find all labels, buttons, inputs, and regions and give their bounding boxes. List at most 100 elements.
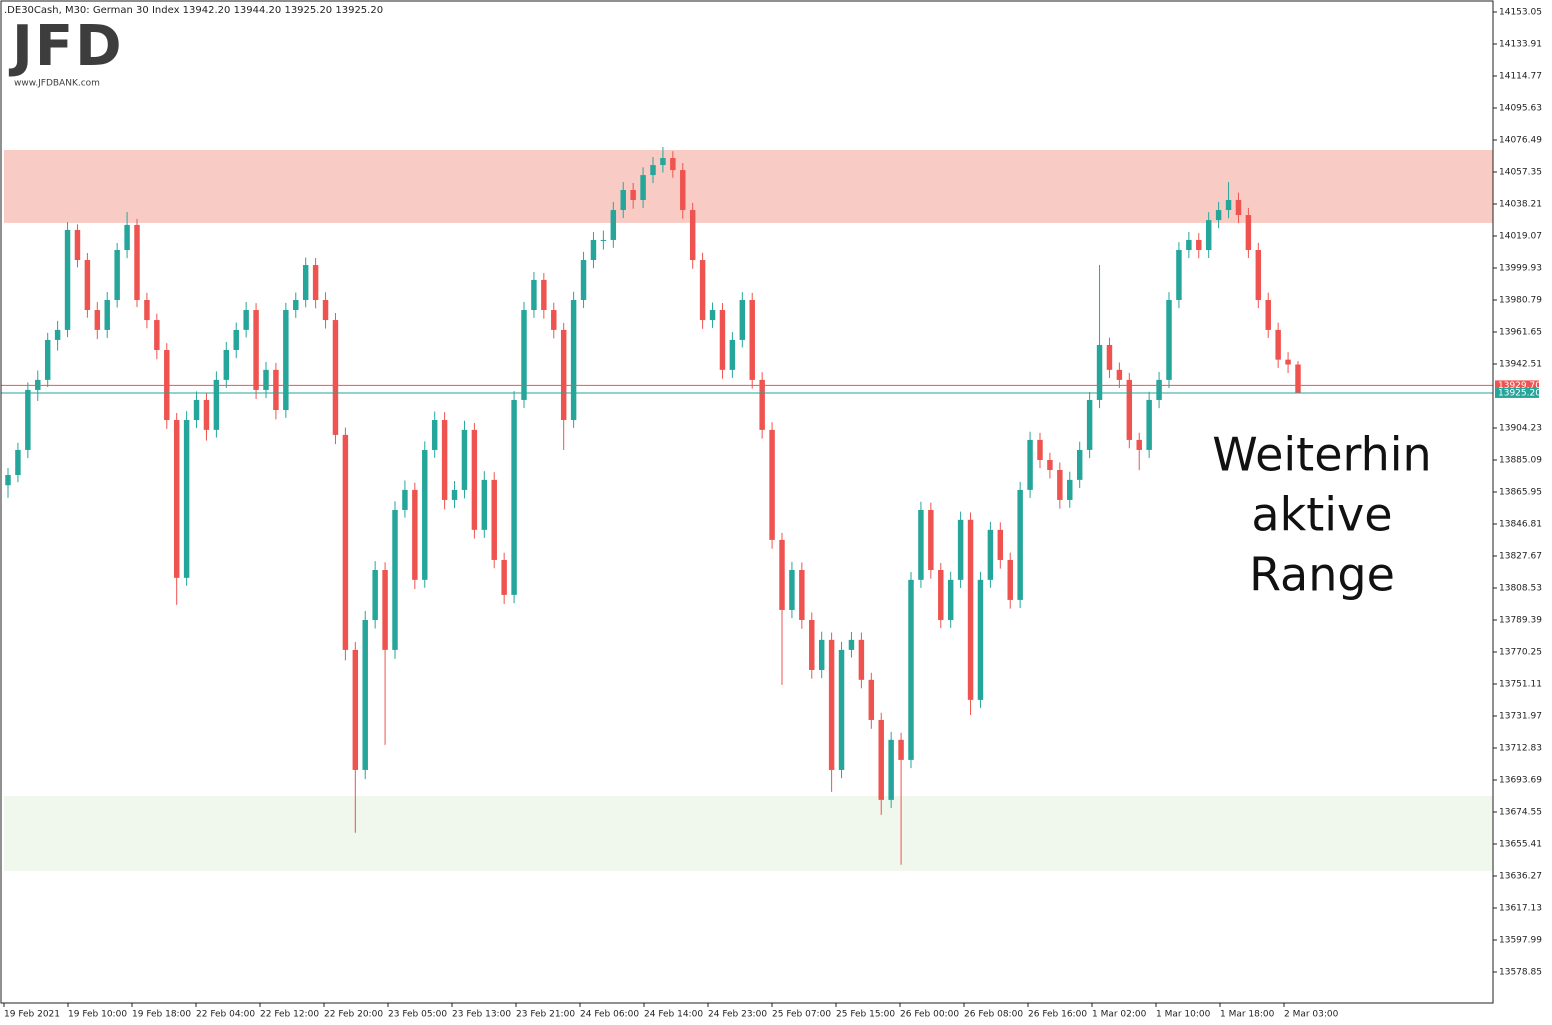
y-tick-label: 13578.85 [1499, 967, 1542, 977]
candle-body [670, 158, 676, 171]
x-tick-label: 23 Feb 05:00 [388, 1010, 447, 1020]
candle-body [332, 320, 339, 435]
candle-body [302, 265, 309, 300]
candle-body [1186, 239, 1192, 250]
x-tick-label: 1 Mar 02:00 [1092, 1010, 1147, 1020]
candle-body [1156, 379, 1162, 400]
zone [4, 150, 1493, 223]
candle-body [342, 434, 349, 650]
y-tick-label: 14095.63 [1499, 104, 1542, 114]
annotation: Range [1249, 548, 1395, 602]
candle-body [1176, 249, 1182, 300]
price-label: 13925.20 [1498, 388, 1541, 398]
y-tick-label: 14019.07 [1499, 232, 1542, 242]
annotation: aktive [1251, 488, 1392, 542]
candle-body [640, 175, 646, 201]
x-tick-label: 24 Feb 14:00 [644, 1010, 703, 1020]
axes: 14153.05 14133.91 14114.77 14095.63 14076.49… [3, 8, 1542, 1020]
candle-body [193, 399, 200, 421]
logo: JFD [8, 14, 124, 79]
candle-body [382, 569, 388, 650]
price-label-box [1495, 387, 1539, 398]
y-tick-label: 13636.27 [1499, 871, 1542, 881]
x-tick-label: 19 Feb 2021 [4, 1010, 60, 1020]
candle-body [709, 310, 716, 321]
y-tick-label: 13655.41 [1499, 839, 1542, 849]
candle-body [213, 379, 220, 430]
candle-body [541, 279, 547, 311]
candle-body [44, 339, 51, 380]
candle-body [203, 399, 210, 430]
candle-body [1275, 329, 1281, 360]
candle-body [461, 429, 468, 490]
y-tick-label: 13789.39 [1499, 615, 1542, 625]
x-tick-label: 19 Feb 18:00 [132, 1010, 191, 1020]
candle-body [273, 369, 279, 410]
candle-body [660, 158, 666, 166]
candle-body [888, 739, 894, 800]
candle-body [431, 420, 438, 450]
y-tick-label: 13731.97 [1499, 711, 1542, 721]
candle-body [1076, 449, 1083, 480]
y-tick-label: 14076.49 [1499, 136, 1542, 146]
x-tick-label: 22 Feb 04:00 [196, 1010, 255, 1020]
candle-body [471, 429, 478, 530]
y-tick-label: 14057.35 [1499, 168, 1542, 178]
y-tick-label: 13770.25 [1499, 647, 1542, 657]
y-tick-label: 14133.91 [1499, 40, 1542, 50]
candle-body [1037, 439, 1043, 460]
y-tick-label: 14153.05 [1499, 8, 1542, 18]
logo-url: www.JFDBANK.com [14, 79, 100, 89]
candle-body [412, 489, 418, 580]
candle-body [809, 619, 815, 670]
candle-body [878, 719, 884, 800]
candle-body [501, 559, 507, 595]
candle-body [233, 329, 239, 350]
x-tick-label: 2 Mar 03:00 [1284, 1010, 1339, 1020]
candle-body [650, 165, 656, 176]
candle-body [719, 310, 726, 370]
candle-body [352, 649, 359, 770]
y-tick-label: 14114.77 [1499, 72, 1542, 82]
candle-body [25, 389, 31, 450]
y-tick-label: 13980.79 [1499, 295, 1542, 305]
candle-body [1235, 200, 1242, 216]
candle-body [630, 189, 636, 201]
candle-body [689, 210, 696, 261]
y-tick-label: 13674.55 [1499, 807, 1542, 817]
y-tick-label: 13827.67 [1499, 551, 1542, 561]
y-tick-label: 13865.95 [1499, 487, 1542, 497]
candle-body [283, 310, 289, 410]
candle-body [749, 299, 755, 380]
candle-body [104, 299, 110, 330]
candle-body [868, 679, 875, 720]
candle-body [1116, 369, 1123, 380]
candle-body [451, 489, 458, 500]
candle-body [94, 310, 101, 330]
x-tick-label: 26 Feb 08:00 [964, 1010, 1023, 1020]
candle-body [5, 475, 11, 486]
candle-body [977, 579, 984, 700]
candle-body [293, 299, 299, 311]
candle-body [1255, 249, 1262, 300]
candle-body [481, 479, 488, 530]
candle-body [223, 349, 230, 380]
candle-body [1106, 344, 1113, 370]
zone [4, 796, 1493, 871]
x-tick-label: 25 Feb 15:00 [836, 1010, 895, 1020]
candle-body [114, 249, 120, 300]
candle-body [838, 649, 845, 770]
candle-body [491, 479, 497, 560]
candle-body [769, 429, 775, 540]
candle-body [531, 279, 537, 311]
candle-body [779, 539, 785, 610]
x-tick-label: 22 Feb 12:00 [260, 1010, 319, 1020]
candle-body [1007, 559, 1013, 600]
x-tick-label: 22 Feb 20:00 [324, 1010, 383, 1020]
candle-body [928, 509, 934, 570]
y-tick-label: 13904.23 [1499, 423, 1542, 433]
y-tick-label: 13808.53 [1499, 583, 1542, 593]
candle-body [84, 260, 91, 311]
